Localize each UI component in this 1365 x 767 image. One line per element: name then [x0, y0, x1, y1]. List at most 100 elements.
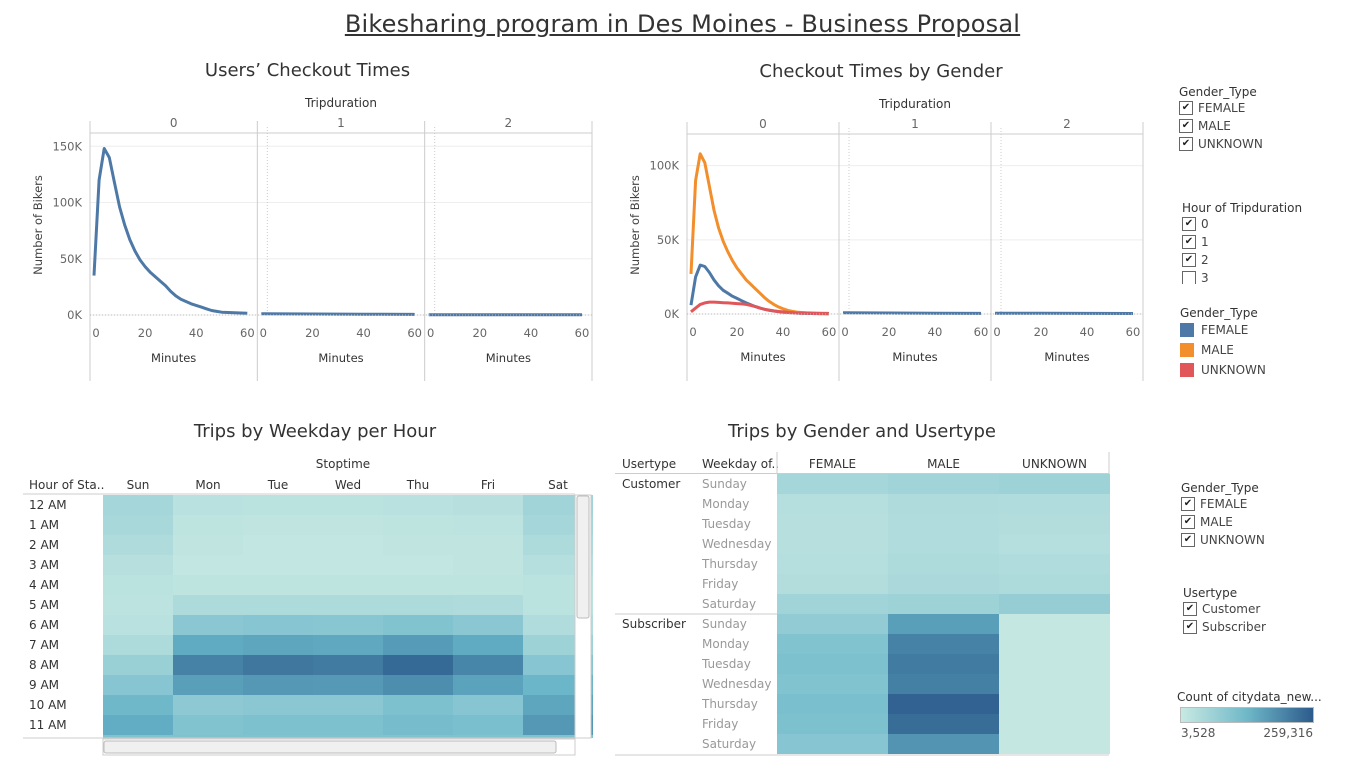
heat-cell: [777, 714, 888, 734]
checkbox-icon[interactable]: ✔: [1183, 620, 1197, 634]
x-tick-label: 60: [822, 325, 837, 339]
series-line-all-facet-0: [92, 147, 248, 315]
heat-cell: [777, 734, 888, 754]
heat-cell: [453, 575, 523, 595]
horizontal-scrollbar-thumb: [103, 740, 557, 754]
checkbox-icon[interactable]: ✔: [1179, 119, 1193, 133]
checkbox-icon[interactable]: ✔: [1179, 137, 1193, 151]
filter-option-hour-1[interactable]: ✔ 1: [1182, 233, 1362, 251]
checkbox-icon[interactable]: ✔: [1181, 497, 1195, 511]
x-tick-label: 0: [260, 326, 267, 340]
weekday-label: Friday: [702, 577, 738, 591]
filter-option-hour-3[interactable]: 3: [1182, 269, 1362, 284]
heat-cell: [103, 615, 173, 635]
heat-cell: [777, 614, 888, 634]
heat-cell: [999, 494, 1110, 514]
gradient-min-label: 3,528: [1181, 726, 1216, 740]
row-label: 1 AM: [29, 518, 59, 532]
weekday-label: Thursday: [701, 557, 758, 571]
column-label: MALE: [927, 457, 960, 471]
heat-cell: [888, 594, 999, 614]
checkbox-icon[interactable]: ✔: [1182, 217, 1196, 231]
checkbox-icon[interactable]: ✔: [1183, 602, 1197, 616]
y-axis-label: Number of Bikers: [628, 175, 642, 275]
checkbox-icon[interactable]: ✔: [1182, 235, 1196, 249]
heat-cell: [777, 634, 888, 654]
series-line-female-facet-0: [689, 263, 830, 316]
heat-cell: [999, 654, 1110, 674]
filter-option-subscriber[interactable]: ✔ Subscriber: [1183, 618, 1363, 636]
gradient-bar: [1180, 707, 1314, 723]
heat-cell: [383, 695, 453, 715]
heat-cell: [383, 495, 453, 515]
y-tick-label: 50K: [60, 252, 83, 266]
column-label: Sun: [127, 478, 150, 492]
heat-cell: [999, 714, 1110, 734]
heat-cell: [173, 515, 243, 535]
checkbox-icon[interactable]: ✔: [1181, 515, 1195, 529]
x-axis-label: Minutes: [1044, 350, 1089, 364]
heat-cell: [243, 555, 313, 575]
heat-cell: [453, 695, 523, 715]
heat-cell: [383, 675, 453, 695]
heat-cell: [313, 635, 383, 655]
heat-cell: [103, 675, 173, 695]
facet-label: 2: [505, 116, 513, 130]
filter-option-hour-2[interactable]: ✔ 2: [1182, 251, 1362, 269]
x-tick-label: 60: [974, 325, 989, 339]
page-title: Bikesharing program in Des Moines - Busi…: [344, 10, 1021, 38]
checkbox-icon[interactable]: ✔: [1182, 253, 1196, 267]
legend-item-unknown[interactable]: UNKNOWN: [1180, 360, 1360, 380]
checkbox-icon[interactable]: [1182, 271, 1196, 284]
heat-cell: [313, 715, 383, 735]
weekday-label: Tuesday: [701, 657, 751, 671]
swatch-male: [1180, 343, 1194, 357]
heat-cell: [103, 595, 173, 615]
x-tick-label: 0: [993, 325, 1000, 339]
y-axis-label: Number of Bikers: [31, 175, 45, 275]
y-tick-label: 0K: [67, 308, 82, 322]
column-label: UNKNOWN: [1022, 457, 1087, 471]
heat-cell: [453, 555, 523, 575]
usertype-label: Customer: [622, 477, 680, 491]
filter-option-unknown[interactable]: ✔ UNKNOWN: [1179, 135, 1359, 153]
filter-option-female[interactable]: ✔ FEMALE: [1179, 99, 1359, 117]
weekday-label: Sunday: [702, 617, 747, 631]
heat-cell: [173, 595, 243, 615]
column-label: Mon: [195, 478, 220, 492]
heat-cell: [103, 695, 173, 715]
legend-title: Gender_Type: [1181, 481, 1259, 495]
checkbox-icon[interactable]: ✔: [1181, 533, 1195, 547]
checkbox-icon[interactable]: ✔: [1179, 101, 1193, 115]
heat-cell: [173, 635, 243, 655]
x-tick-label: 20: [1034, 325, 1049, 339]
chart-title-gender: Checkout Times by Gender: [759, 61, 1003, 82]
heat-cell: [313, 515, 383, 535]
gender-filter-bottom: Gender_Type ✔ FEMALE ✔ MALE ✔ UNKNOWN: [1181, 481, 1361, 549]
heat-cell: [383, 655, 453, 675]
heat-cell: [103, 655, 173, 675]
x-tick-label: 40: [524, 326, 539, 340]
filter-option-customer[interactable]: ✔ Customer: [1183, 600, 1363, 618]
filter-option-hour-0[interactable]: ✔ 0: [1182, 215, 1362, 233]
heat-cell: [999, 594, 1110, 614]
row-label: 10 AM: [29, 698, 67, 712]
heat-cell: [888, 574, 999, 594]
heat-cell-partial: [103, 735, 593, 738]
filter-option-unknown[interactable]: ✔ UNKNOWN: [1181, 531, 1361, 549]
heat-cell: [313, 655, 383, 675]
heat-cell: [313, 495, 383, 515]
filter-option-female[interactable]: ✔ FEMALE: [1181, 495, 1361, 513]
heat-cell: [999, 554, 1110, 574]
gender-usertype-heatmap: Usertype Weekday of.. FEMALE MALE UNKNOWN Cus…: [615, 452, 1110, 756]
legend-item-male[interactable]: MALE: [1180, 340, 1360, 360]
filter-option-male[interactable]: ✔ MALE: [1181, 513, 1361, 531]
x-tick-label: 60: [1126, 325, 1141, 339]
filter-option-male[interactable]: ✔ MALE: [1179, 117, 1359, 135]
y-tick-label: 100K: [650, 159, 680, 173]
column-label: FEMALE: [809, 457, 856, 471]
legend-item-female[interactable]: FEMALE: [1180, 320, 1360, 340]
heat-cell: [888, 474, 999, 494]
heat-cell: [173, 575, 243, 595]
heat-cell: [313, 595, 383, 615]
